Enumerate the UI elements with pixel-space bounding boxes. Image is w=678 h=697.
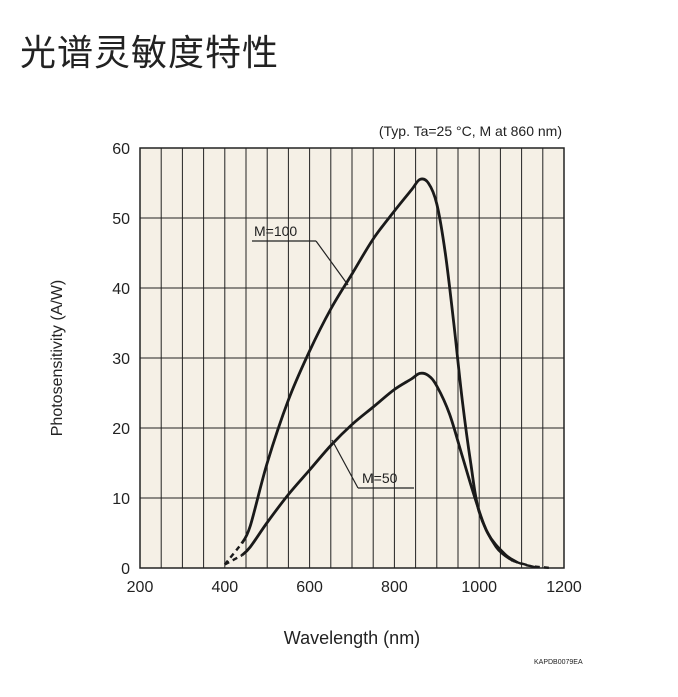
x-tick-label: 1200: [546, 579, 582, 596]
series-label-m50: M=50: [362, 470, 398, 486]
tick-labels: 200 400 600 800 1000 1200 0 10 20 30 40 50 60: [112, 141, 582, 596]
x-tick-label: 200: [127, 579, 154, 596]
y-tick-label: 0: [121, 561, 130, 578]
x-tick-label: 800: [381, 579, 408, 596]
x-tick-label: 400: [211, 579, 238, 596]
y-tick-label: 60: [112, 141, 130, 158]
page-title: 光谱灵敏度特性: [20, 33, 280, 74]
series-label-m100: M=100: [254, 223, 297, 239]
m50-annotation-leader: [331, 439, 359, 489]
series-lines: [223, 177, 552, 570]
m100-annotation-leader: [315, 240, 349, 286]
y-tick-label: 30: [112, 351, 130, 368]
chart-subtitle: (Typ. Ta=25 °C, M at 860 nm): [379, 123, 562, 139]
x-tick-label: 600: [296, 579, 323, 596]
y-tick-label: 20: [112, 421, 130, 438]
grid-lines: [140, 148, 564, 568]
x-tick-label: 1000: [461, 579, 497, 596]
x-axis-label: Wavelength (nm): [284, 628, 420, 648]
series-line-m100: [240, 177, 515, 563]
y-tick-label: 40: [112, 281, 130, 298]
series-line-m50: [240, 371, 519, 564]
figure-code-label: KAPDB0079EA: [534, 659, 583, 666]
series-dashed-segment-m50: [224, 554, 243, 566]
y-tick-label: 10: [112, 491, 130, 508]
y-tick-label: 50: [112, 211, 130, 228]
y-axis-label: Photosensitivity (A/W): [49, 280, 66, 436]
series-dashed-segment-m50: [517, 561, 552, 570]
